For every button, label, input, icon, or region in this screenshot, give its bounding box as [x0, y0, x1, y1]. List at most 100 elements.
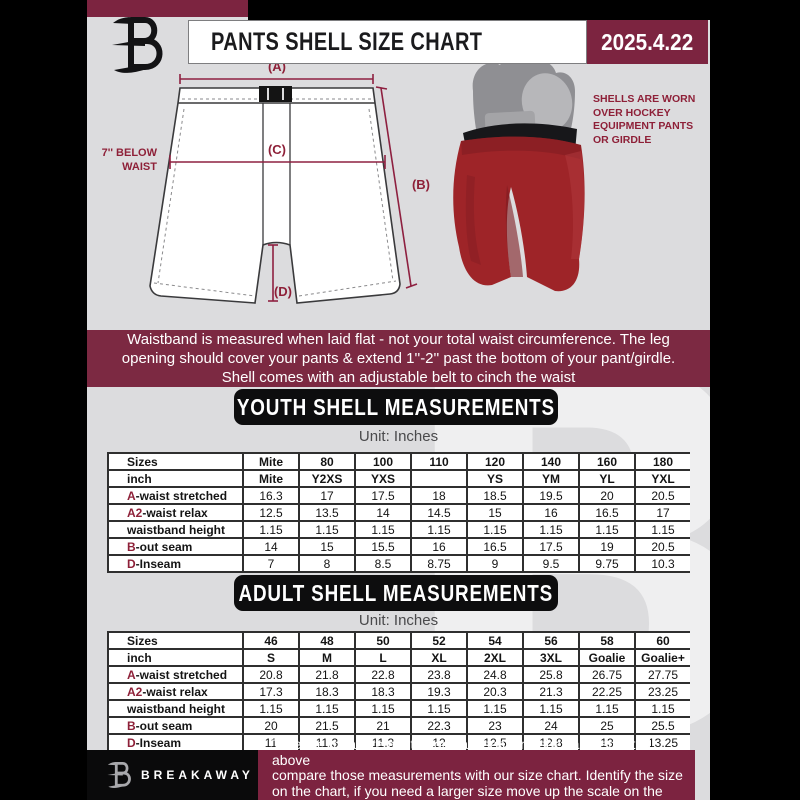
table-cell: 17 — [298, 488, 354, 503]
table-cell: 1.15 — [466, 701, 522, 716]
table-cell: 52 — [410, 633, 466, 648]
table-cell: 1.15 — [634, 522, 690, 537]
shell-note-line: SHELLS ARE WORN — [593, 93, 696, 105]
table-cell: 21 — [354, 718, 410, 733]
table-cell: 21.3 — [522, 684, 578, 699]
table-cell: 20.5 — [634, 539, 690, 554]
row-label: D -Inseam — [127, 735, 182, 750]
table-cell: M — [298, 650, 354, 665]
table-cell: 16 — [410, 539, 466, 554]
table-cell: 26.75 — [578, 667, 634, 682]
notice-line: opening should cover your pants & extend… — [121, 350, 676, 367]
row-label: waistband height — [127, 701, 226, 716]
youth-unit-label: Unit: Inches — [358, 428, 439, 445]
table-cell: Goalie — [578, 650, 634, 665]
shell-note-line: EQUIPMENT PANTS — [593, 120, 694, 132]
row-label: waistband height — [127, 522, 226, 537]
table-cell: 14 — [354, 505, 410, 520]
adult-unit-label: Unit: Inches — [358, 612, 439, 629]
table-cell: 100 — [354, 454, 410, 469]
row-label-prefix: A — [127, 488, 136, 503]
table-cell: 23.8 — [410, 667, 466, 682]
table-cell: Mite — [242, 454, 298, 469]
table-cell: 12 — [410, 735, 466, 750]
table-cell: 11.3 — [298, 735, 354, 750]
pants-measurement-diagram: (A) (B) (C) (D) 7'' BELOW WAIST — [102, 59, 430, 304]
row-label: A2 -waist relax — [127, 505, 208, 520]
top-black-strip — [248, 0, 710, 20]
table-cell: 15 — [298, 539, 354, 554]
table-cell: 16 — [522, 505, 578, 520]
dimension-label-b: (B) — [412, 177, 430, 192]
table-cell: 12.5 — [242, 505, 298, 520]
table-cell: 22.3 — [410, 718, 466, 733]
dimension-lines — [169, 74, 418, 302]
table-cell: 120 — [466, 454, 522, 469]
table-row: inch Mite Y2XS YXS YS YM YL YXL — [109, 471, 690, 488]
date-badge: 2025.4.22 — [587, 20, 708, 64]
table-row: A2 -waist relax 17.3 18.3 18.3 19.3 20.3 21.3 22… — [109, 684, 690, 701]
table-cell: 1.15 — [410, 522, 466, 537]
table-cell: YXL — [634, 471, 690, 486]
footer-brand-box: BREAKAWAY — [87, 750, 258, 800]
table-cell: 17.3 — [242, 684, 298, 699]
table-cell: 21.8 — [298, 667, 354, 682]
row-label: Sizes — [127, 454, 158, 469]
breakaway-footer-logo-icon — [107, 762, 131, 788]
table-cell: 14.5 — [410, 505, 466, 520]
table-cell: 16.5 — [578, 505, 634, 520]
table-cell: 17.5 — [354, 488, 410, 503]
row-label-prefix: B — [127, 539, 136, 554]
table-cell: S — [242, 650, 298, 665]
adult-section-title: ADULT SHELL MEASUREMENTS — [238, 579, 554, 606]
row-label-prefix: D — [127, 556, 136, 571]
table-cell: 11.3 — [354, 735, 410, 750]
table-cell: 23 — [466, 718, 522, 733]
row-label: Sizes — [127, 633, 158, 648]
table-cell: 9 — [466, 556, 522, 571]
table-cell: 18.5 — [466, 488, 522, 503]
dimension-label-d: (D) — [274, 284, 292, 299]
red-shell-body — [453, 136, 585, 292]
row-label: inch — [127, 650, 152, 665]
date-text: 2025.4.22 — [601, 28, 694, 55]
table-cell: 1.15 — [354, 701, 410, 716]
table-cell — [410, 471, 466, 486]
table-cell: 110 — [410, 454, 466, 469]
table-cell: 27.75 — [634, 667, 690, 682]
table-cell: 160 — [578, 454, 634, 469]
table-row: inch S M L XL 2XL 3XL Goalie Goalie+ — [109, 650, 690, 667]
table-cell: 46 — [242, 633, 298, 648]
table-row: Sizes Mite 80 100 110 120 140 160 180 — [109, 454, 690, 471]
table-cell: 12.8 — [522, 735, 578, 750]
table-row: waistband height 1.15 1.15 1.15 1.15 1.15 1.15… — [109, 522, 690, 539]
table-cell: 15 — [466, 505, 522, 520]
table-cell: 22.8 — [354, 667, 410, 682]
table-cell: 8.5 — [354, 556, 410, 571]
table-cell: 18.3 — [298, 684, 354, 699]
table-cell: 140 — [522, 454, 578, 469]
table-cell: 7 — [242, 556, 298, 571]
row-label: A -waist stretched — [127, 667, 228, 682]
footer-instructions: Take the measurements from last seasons … — [258, 736, 695, 800]
table-cell: 25.5 — [634, 718, 690, 733]
content-column: B PANTS SHELL SIZE CHART 2025. — [87, 0, 710, 800]
table-cell: 1.15 — [578, 522, 634, 537]
table-cell: Mite — [242, 471, 298, 486]
table-cell: 48 — [298, 633, 354, 648]
table-cell: 56 — [522, 633, 578, 648]
top-maroon-strip — [87, 0, 248, 17]
table-cell: 12.5 — [466, 735, 522, 750]
table-cell: 14 — [242, 539, 298, 554]
table-cell: 13.5 — [298, 505, 354, 520]
table-cell: 19 — [578, 539, 634, 554]
table-cell: 22.25 — [578, 684, 634, 699]
table-cell: 60 — [634, 633, 690, 648]
table-cell: 13.25 — [634, 735, 690, 750]
footer-line: Take the measurements from last seasons … — [272, 736, 651, 768]
table-cell: 24.8 — [466, 667, 522, 682]
youth-section-title: YOUTH SHELL MEASUREMENTS — [237, 393, 555, 420]
row-label-prefix: D — [127, 735, 136, 750]
table-row: A -waist stretched 16.3 17 17.5 18 18.5 19.5 20 2… — [109, 488, 690, 505]
